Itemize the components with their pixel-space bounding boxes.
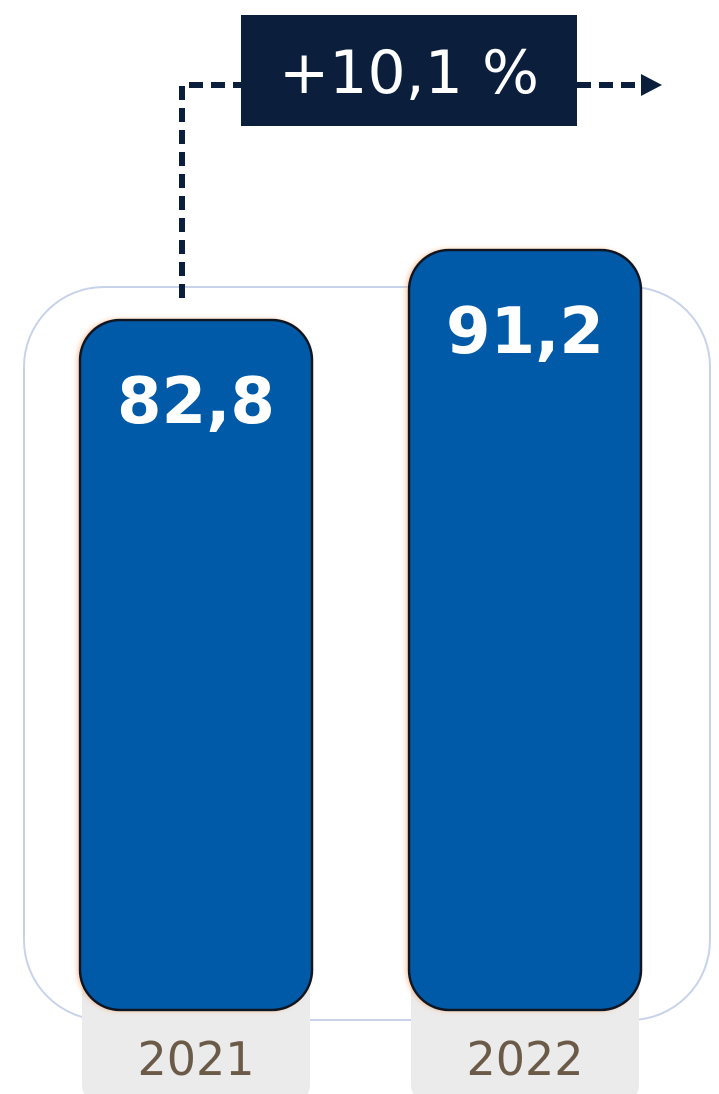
growth-connector-line (179, 82, 241, 298)
growth-arrow (179, 74, 662, 298)
bar-value-label-2021: 82,8 (117, 365, 275, 439)
growth-label-box (241, 15, 577, 126)
bar-2022 (407, 248, 643, 1012)
category-label-2022: 2022 (466, 1032, 583, 1086)
growth-label: +10,1 % (241, 15, 577, 126)
bar-value-label-2022: 91,2 (446, 295, 604, 369)
growth-label-text: +10,1 % (279, 38, 539, 108)
category-label-2021: 2021 (137, 1032, 254, 1086)
chart-panel (23, 286, 711, 1021)
arrowhead-icon (641, 74, 662, 96)
bar-2021 (78, 318, 314, 1012)
